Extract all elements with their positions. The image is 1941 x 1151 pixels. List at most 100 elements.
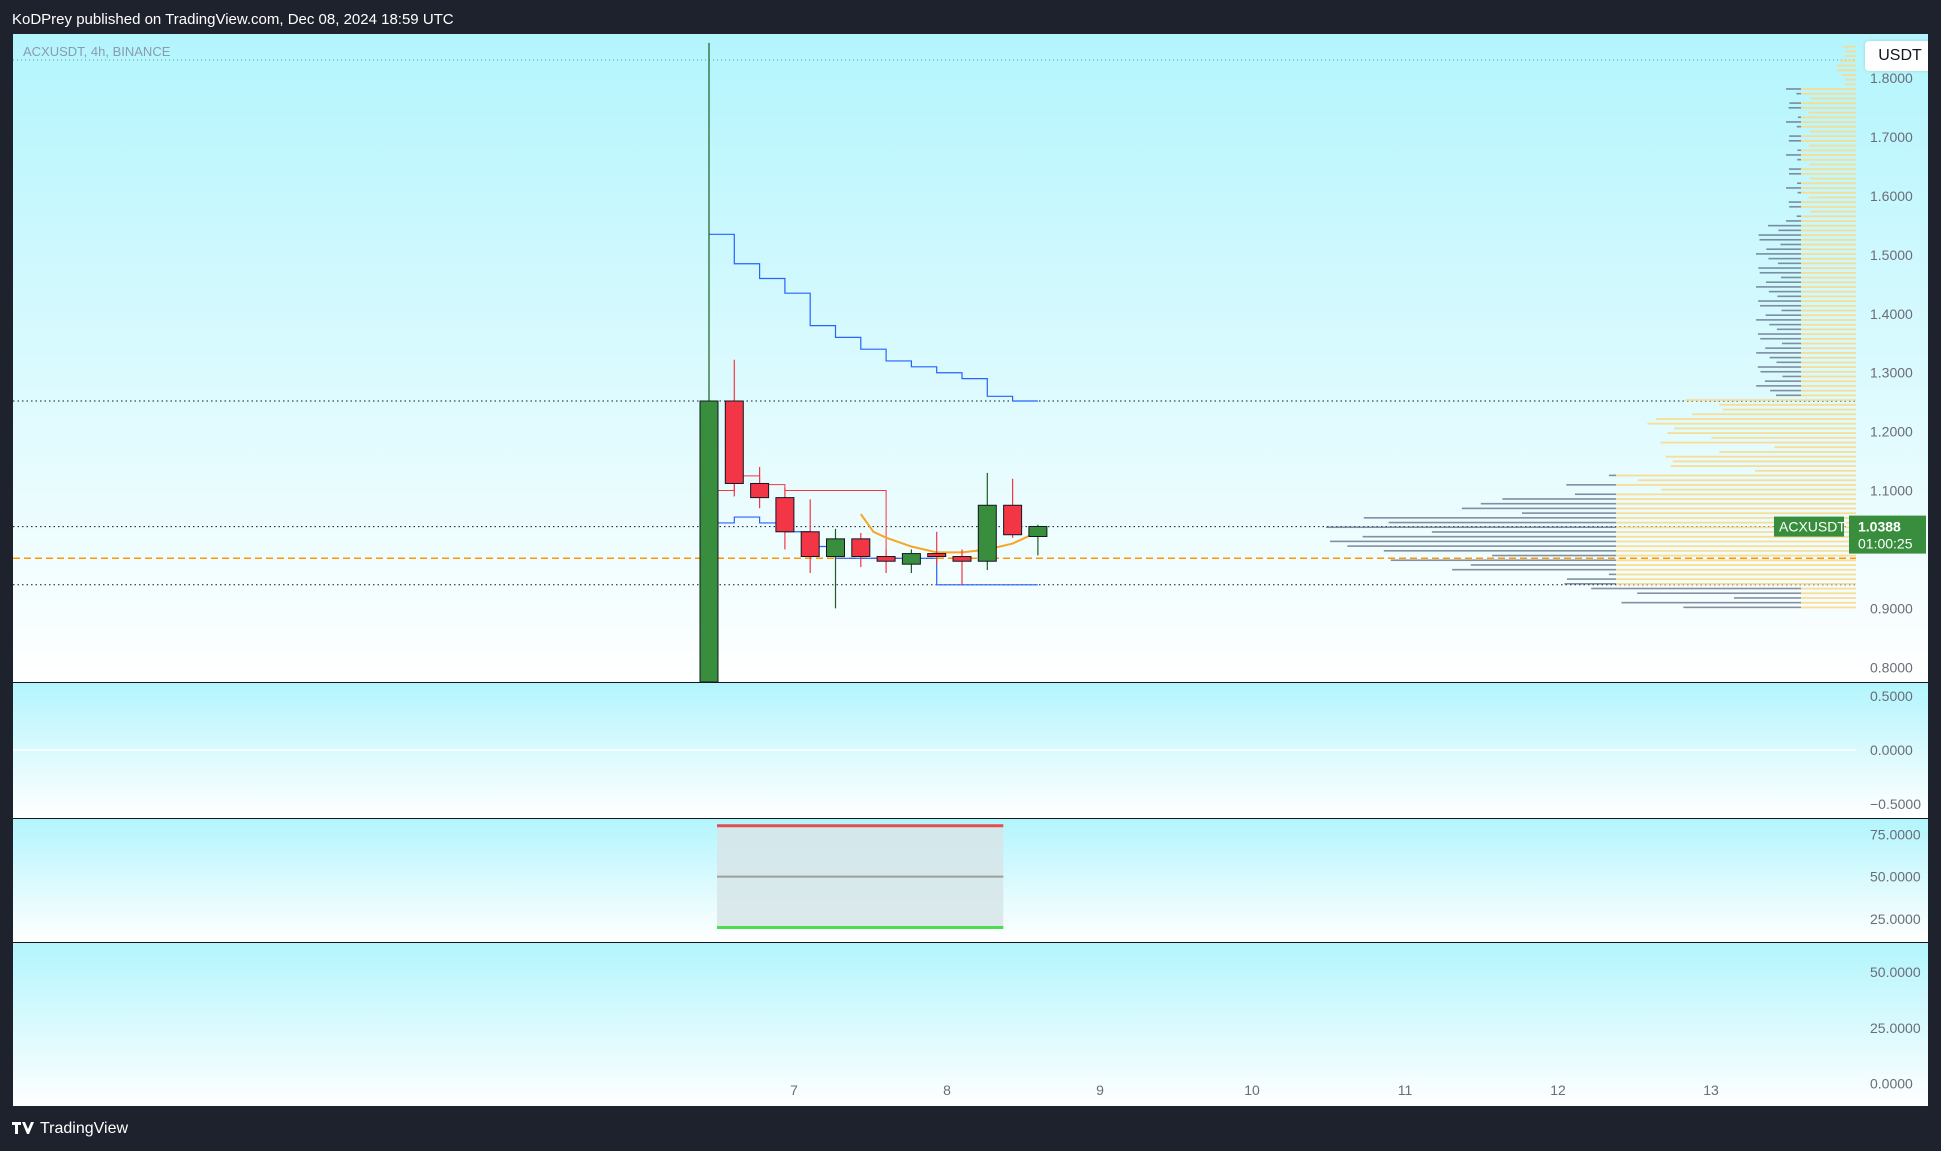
- value-area-bar: [1801, 121, 1856, 123]
- value-area-bar: [1801, 304, 1856, 307]
- value-area-bar: [1801, 224, 1856, 227]
- volume-profile-bar: [1768, 224, 1801, 227]
- candle-body-down[interactable]: [876, 556, 896, 562]
- volume-profile-bar: [1788, 201, 1801, 203]
- volume-profile-bar: [1797, 116, 1801, 119]
- candle-body-down[interactable]: [724, 400, 744, 484]
- value-area-bar: [1801, 140, 1856, 142]
- value-area-bar: [1801, 88, 1856, 90]
- candle-body-up[interactable]: [901, 553, 921, 565]
- value-area-bar: [1801, 187, 1856, 189]
- value-area-bar: [1801, 366, 1856, 369]
- volume-profile-bar: [1765, 347, 1801, 349]
- value-area-bar: [1616, 573, 1856, 576]
- candle-body-down[interactable]: [750, 482, 770, 499]
- volume-profile-bar: [1780, 243, 1801, 246]
- volume-profile-bar: [1788, 107, 1801, 109]
- volume-profile-bar: [1564, 583, 1616, 585]
- value-area-bar: [1801, 229, 1856, 232]
- candle-body-up[interactable]: [1028, 525, 1048, 537]
- volume-profile-bar: [1461, 507, 1616, 510]
- time-tick-label: 12: [1550, 1082, 1566, 1098]
- price-tick-label: 1.7000: [1870, 129, 1913, 145]
- candle-body-up[interactable]: [699, 400, 719, 683]
- value-area-bar: [1801, 394, 1856, 397]
- value-area-bar: [1672, 460, 1856, 463]
- volume-profile-bar: [1733, 597, 1801, 599]
- volume-profile-bar: [1769, 323, 1801, 326]
- value-area-bar: [1845, 78, 1856, 81]
- price-tick-label: 1.3000: [1870, 365, 1913, 381]
- value-area-bar: [1774, 446, 1856, 449]
- candle-body-down[interactable]: [1003, 504, 1023, 536]
- volume-profile-bar: [1362, 535, 1616, 538]
- value-area-bar: [1801, 319, 1856, 321]
- volume-profile-bar: [1480, 502, 1616, 505]
- volume-profile-bar: [1608, 474, 1616, 477]
- candle-body-down[interactable]: [952, 556, 972, 562]
- value-area-bar: [1801, 385, 1856, 387]
- value-area-bar: [1801, 125, 1856, 128]
- value-area-bar: [1801, 290, 1856, 293]
- value-area-bar: [1801, 168, 1856, 171]
- volume-profile-bar: [1431, 531, 1616, 533]
- value-area-bar: [1841, 74, 1856, 76]
- value-area-bar: [1801, 309, 1856, 312]
- last-price-label: 1.0388: [1858, 519, 1901, 535]
- time-tick-label: 13: [1703, 1082, 1719, 1098]
- volume-profile-bar: [1769, 356, 1801, 359]
- time-tick-label: 9: [1096, 1082, 1104, 1098]
- volume-profile-bar: [1591, 587, 1801, 590]
- value-area-bar: [1801, 248, 1856, 251]
- volume-profile-bar: [1760, 370, 1801, 373]
- candle-body-down[interactable]: [927, 553, 947, 558]
- publish-info: KoDPrey published on TradingView.com, De…: [12, 11, 454, 28]
- candle-body-up[interactable]: [977, 504, 997, 562]
- volume-profile-bar: [1756, 352, 1801, 354]
- value-area-bar: [1722, 408, 1856, 411]
- value-area-bar: [1842, 45, 1856, 48]
- chart-canvas[interactable]: 1.8000 1.7000 1.6000 1.5000 1.4000 1.3000 1.20…: [13, 34, 1928, 1106]
- value-area-bar: [1674, 427, 1856, 430]
- value-area-bar: [1808, 111, 1856, 114]
- chart-frame[interactable]: 1.8000 1.7000 1.6000 1.5000 1.4000 1.3000 1.20…: [13, 34, 1928, 1106]
- value-area-bar: [1837, 69, 1856, 72]
- candle-body-down[interactable]: [851, 538, 871, 558]
- volume-profile-bar: [1388, 521, 1616, 524]
- value-area-bar: [1665, 455, 1856, 458]
- volume-profile-bar: [1797, 149, 1801, 152]
- volume-profile-bar: [1796, 125, 1801, 128]
- value-area-bar: [1810, 97, 1856, 100]
- volume-profile-bar: [1566, 484, 1616, 486]
- volume-profile-bar: [1786, 88, 1801, 90]
- volume-profile-bar: [1363, 517, 1616, 519]
- candle-body-down[interactable]: [775, 497, 795, 533]
- value-area-bar: [1647, 422, 1856, 425]
- volume-profile-bar: [1759, 304, 1801, 307]
- candle-body-up[interactable]: [826, 538, 845, 558]
- value-area-bar: [1801, 276, 1856, 279]
- candle-body-down[interactable]: [800, 531, 820, 558]
- volume-profile-bar: [1765, 281, 1801, 283]
- value-area-bar: [1801, 601, 1856, 604]
- pane4-bg: [13, 943, 1928, 1106]
- value-area-bar: [1809, 163, 1856, 166]
- volume-profile-bar: [1768, 257, 1801, 260]
- volume-profile-bar: [1566, 578, 1616, 580]
- volume-profile-bar: [1776, 328, 1801, 331]
- bar-countdown-label: 01:00:25: [1858, 536, 1913, 552]
- value-area-bar: [1801, 154, 1856, 156]
- volume-profile-bar: [1760, 337, 1801, 340]
- volume-profile-bar: [1608, 573, 1616, 576]
- volume-profile-bar: [1797, 182, 1801, 185]
- value-area-bar: [1801, 215, 1856, 218]
- volume-profile-bar: [1797, 191, 1801, 194]
- value-area-bar: [1801, 295, 1856, 298]
- volume-profile-bar: [1786, 220, 1801, 222]
- volume-profile-bar: [1786, 187, 1801, 189]
- currency-unit-button[interactable]: USDT: [1865, 41, 1928, 71]
- value-area-bar: [1719, 451, 1856, 453]
- value-area-bar: [1801, 286, 1856, 288]
- upper-band-step-line[interactable]: [709, 233, 1038, 402]
- volume-profile-bar: [1759, 238, 1801, 241]
